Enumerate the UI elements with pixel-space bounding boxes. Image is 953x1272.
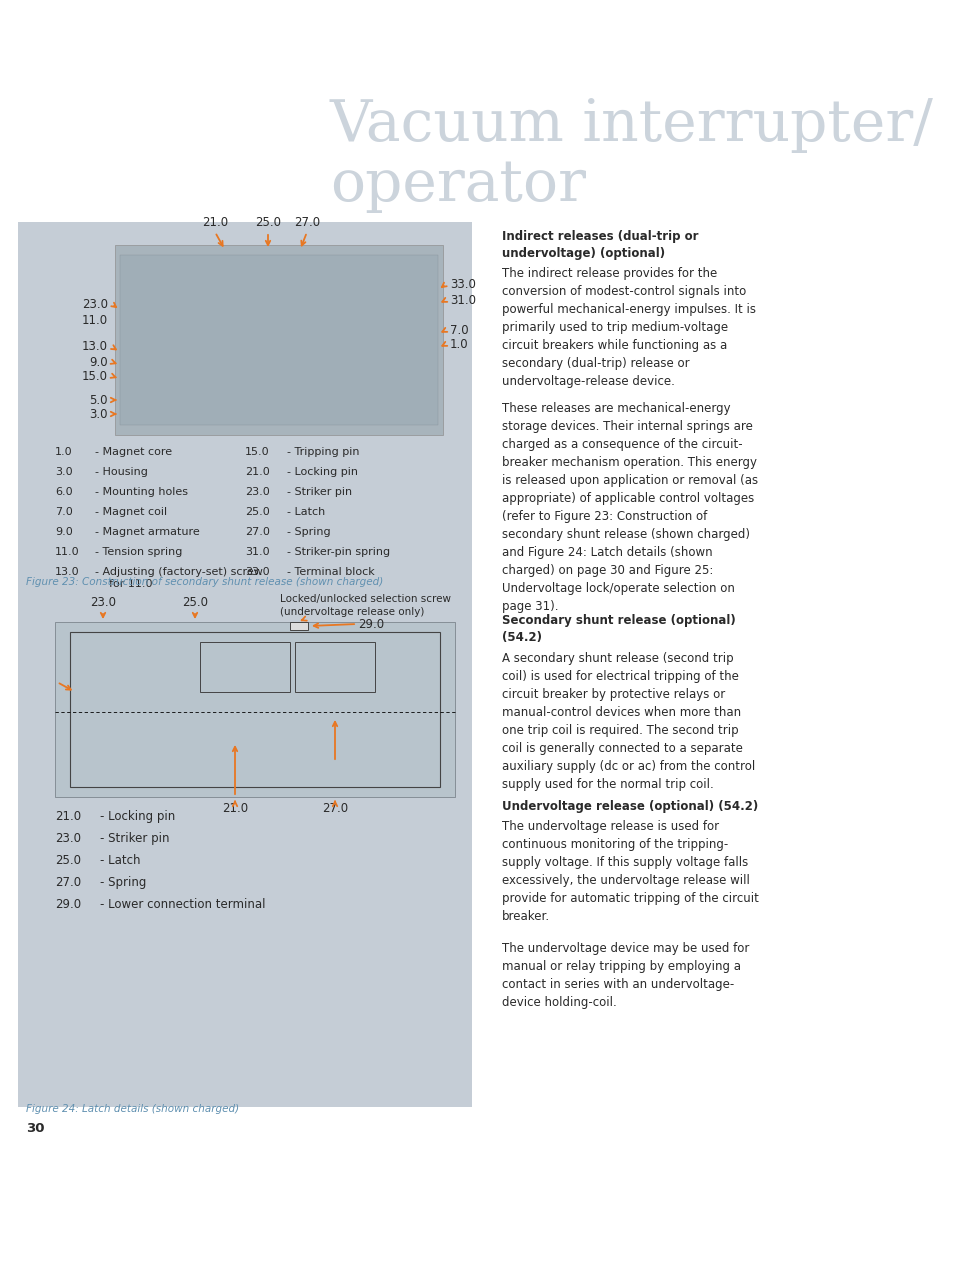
Text: - Striker pin: - Striker pin <box>287 487 352 497</box>
Text: 23.0: 23.0 <box>55 832 81 845</box>
Text: 3.0: 3.0 <box>55 467 72 477</box>
Text: 29.0: 29.0 <box>55 898 81 911</box>
Text: 25.0: 25.0 <box>245 508 270 516</box>
Text: 27.0: 27.0 <box>245 527 270 537</box>
Text: - Lower connection terminal: - Lower connection terminal <box>100 898 265 911</box>
Text: 6.0: 6.0 <box>55 487 72 497</box>
Bar <box>200 642 290 692</box>
Text: Undervoltage release (optional) (54.2): Undervoltage release (optional) (54.2) <box>501 800 758 813</box>
Text: 33.0: 33.0 <box>245 567 270 577</box>
Text: 3.0: 3.0 <box>90 407 108 421</box>
Text: - Spring: - Spring <box>100 876 146 889</box>
Text: - Striker pin: - Striker pin <box>100 832 170 845</box>
Text: 31.0: 31.0 <box>245 547 270 557</box>
Text: - Magnet coil: - Magnet coil <box>95 508 167 516</box>
Text: 25.0: 25.0 <box>182 597 208 609</box>
Text: - Housing: - Housing <box>95 467 148 477</box>
Text: - Magnet armature: - Magnet armature <box>95 527 199 537</box>
Text: 9.0: 9.0 <box>55 527 72 537</box>
Text: 7.0: 7.0 <box>55 508 72 516</box>
Text: 1.0: 1.0 <box>55 446 72 457</box>
Text: 23.0: 23.0 <box>82 298 108 310</box>
Text: - Magnet core: - Magnet core <box>95 446 172 457</box>
Text: - Mounting holes: - Mounting holes <box>95 487 188 497</box>
Bar <box>70 632 439 787</box>
Text: 23.0: 23.0 <box>90 597 116 609</box>
Bar <box>18 223 472 1107</box>
Text: Secondary shunt release (optional)
(54.2): Secondary shunt release (optional) (54.2… <box>501 614 735 644</box>
Text: 5.0: 5.0 <box>90 393 108 407</box>
Text: - Adjusting (factory-set) screw
    for 11.0: - Adjusting (factory-set) screw for 11.0 <box>95 567 263 589</box>
Text: 21.0: 21.0 <box>245 467 270 477</box>
Text: Indirect releases (dual-trip or
undervoltage) (optional): Indirect releases (dual-trip or undervol… <box>501 230 698 259</box>
Text: A secondary shunt release (second trip
coil) is used for electrical tripping of : A secondary shunt release (second trip c… <box>501 653 755 791</box>
Text: - Tripping pin: - Tripping pin <box>287 446 359 457</box>
Text: 33.0: 33.0 <box>450 277 476 290</box>
Text: 13.0: 13.0 <box>82 341 108 354</box>
Bar <box>290 622 308 630</box>
Text: 7.0: 7.0 <box>450 323 468 337</box>
Text: 23.0: 23.0 <box>245 487 270 497</box>
Text: 31.0: 31.0 <box>450 294 476 307</box>
Text: 21.0: 21.0 <box>55 810 81 823</box>
Text: 1.0: 1.0 <box>450 337 468 351</box>
Text: 27.0: 27.0 <box>321 803 348 815</box>
Text: 27.0: 27.0 <box>294 216 319 229</box>
Text: The undervoltage device may be used for
manual or relay tripping by employing a
: The undervoltage device may be used for … <box>501 943 749 1009</box>
Text: 9.0: 9.0 <box>90 355 108 369</box>
Text: - Latch: - Latch <box>287 508 325 516</box>
Text: - Locking pin: - Locking pin <box>287 467 357 477</box>
Text: 15.0: 15.0 <box>245 446 270 457</box>
Text: These releases are mechanical-energy
storage devices. Their internal springs are: These releases are mechanical-energy sto… <box>501 402 758 613</box>
Text: - Terminal block: - Terminal block <box>287 567 375 577</box>
Text: 27.0: 27.0 <box>55 876 81 889</box>
Text: 11.0: 11.0 <box>55 547 79 557</box>
Text: Figure 24: Latch details (shown charged): Figure 24: Latch details (shown charged) <box>26 1104 239 1114</box>
Text: 29.0: 29.0 <box>357 617 384 631</box>
Text: Figure 23: Construction of secondary shunt release (shown charged): Figure 23: Construction of secondary shu… <box>26 577 383 586</box>
Text: - Striker-pin spring: - Striker-pin spring <box>287 547 390 557</box>
Text: - Locking pin: - Locking pin <box>100 810 175 823</box>
Text: Vacuum interrupter/: Vacuum interrupter/ <box>330 97 933 153</box>
Bar <box>55 622 455 798</box>
Text: - Tension spring: - Tension spring <box>95 547 182 557</box>
Bar <box>294 642 375 692</box>
Text: - Latch: - Latch <box>100 854 140 868</box>
Text: operator: operator <box>330 156 585 212</box>
Text: 25.0: 25.0 <box>55 854 81 868</box>
Text: 21.0: 21.0 <box>222 803 248 815</box>
Text: The undervoltage release is used for
continuous monitoring of the tripping-
supp: The undervoltage release is used for con… <box>501 820 758 923</box>
Text: 11.0: 11.0 <box>82 313 108 327</box>
Bar <box>120 254 437 425</box>
Text: 21.0: 21.0 <box>202 216 228 229</box>
Bar <box>115 245 442 435</box>
Text: 13.0: 13.0 <box>55 567 79 577</box>
Bar <box>18 612 472 1096</box>
Text: - Spring: - Spring <box>287 527 331 537</box>
Text: 15.0: 15.0 <box>82 369 108 383</box>
Text: (undervoltage release only): (undervoltage release only) <box>280 607 424 617</box>
Text: 30: 30 <box>26 1122 45 1135</box>
Text: Locked/unlocked selection screw: Locked/unlocked selection screw <box>280 594 451 604</box>
Text: 25.0: 25.0 <box>254 216 281 229</box>
Text: The indirect release provides for the
conversion of modest-control signals into
: The indirect release provides for the co… <box>501 267 755 388</box>
